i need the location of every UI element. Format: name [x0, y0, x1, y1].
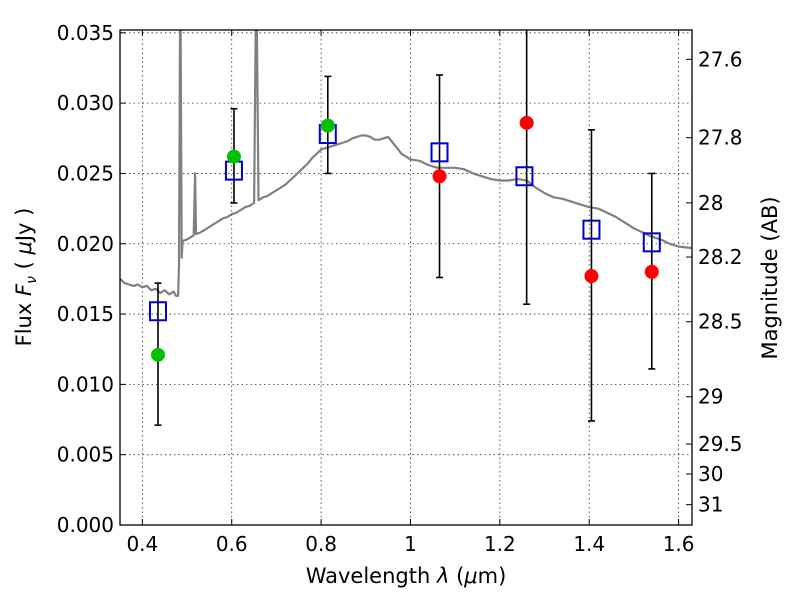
- flux-circle-marker: [226, 149, 241, 164]
- x-tick-label: 1.4: [573, 532, 605, 556]
- x-tick-label: 1: [404, 532, 417, 556]
- y-tick-label: 0.015: [57, 302, 114, 326]
- y-tick-label: 0.030: [57, 91, 114, 115]
- model-square-marker: [148, 301, 167, 322]
- x-axis-title: Wavelength λ (μm): [306, 564, 507, 588]
- flux-circle-marker: [519, 115, 534, 130]
- flux-circle-marker: [644, 264, 659, 279]
- flux-circle-marker: [432, 169, 447, 184]
- flux-circle-marker: [150, 347, 165, 362]
- error-bars: [154, 30, 656, 426]
- y-tick-label: 0.010: [57, 372, 114, 396]
- plot-frame: [119, 29, 693, 526]
- y-tick-label: 0.005: [57, 443, 114, 467]
- x-tick-label: 0.8: [305, 532, 337, 556]
- x-tick-label: 0.6: [216, 532, 248, 556]
- plot-area: [120, 30, 692, 297]
- x-tick-label: 1.2: [484, 532, 516, 556]
- y2-tick-label: 27.8: [698, 126, 743, 150]
- model-square-marker: [642, 232, 661, 253]
- flux-circle-marker: [584, 269, 599, 284]
- axis-ticks: 0.4 0.6 0.8 1 1.2 1.4 1.6 0.000 0.005 0.010 0.015 0…: [57, 21, 743, 556]
- x-tick-label: 1.6: [663, 532, 695, 556]
- grid-layer: [120, 30, 692, 526]
- model-square-marker: [515, 166, 534, 187]
- spectrum-line: [120, 30, 692, 297]
- flux-circle-marker: [320, 118, 335, 133]
- y2-tick-label: 29.5: [698, 432, 743, 456]
- y2-tick-label: 30: [698, 462, 723, 486]
- y-tick-label: 0.025: [57, 161, 114, 185]
- y2-tick-label: 28.5: [698, 310, 743, 334]
- y2-tick-label: 29: [698, 385, 723, 409]
- y2-tick-label: 28.2: [698, 245, 743, 269]
- y2-tick-label: 27.6: [698, 47, 743, 71]
- y-axis-title: Flux Fν ( μJy ): [12, 208, 40, 347]
- y-tick-label: 0.035: [57, 21, 114, 45]
- model-square-marker: [430, 142, 449, 163]
- data-markers: [148, 115, 661, 362]
- y2-tick-label: 31: [698, 493, 723, 517]
- y2-axis-title: Magnitude (AB): [758, 196, 782, 359]
- y2-tick-label: 28: [698, 191, 723, 215]
- y-tick-label: 0.020: [57, 232, 114, 256]
- x-tick-label: 0.4: [126, 532, 158, 556]
- model-square-marker: [582, 219, 601, 240]
- y-tick-label: 0.000: [57, 513, 114, 537]
